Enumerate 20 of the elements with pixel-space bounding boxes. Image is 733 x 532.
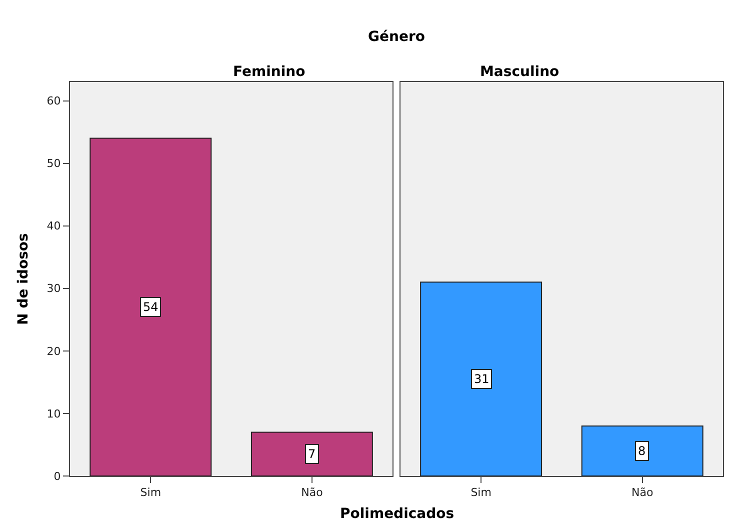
y-tick-label: 60 <box>46 94 61 108</box>
data-label: 31 <box>474 372 490 386</box>
y-tick-label: 30 <box>46 282 61 296</box>
x-tick-label: Não <box>632 486 654 500</box>
x-axis-title: Polimedicados <box>340 506 454 522</box>
y-tick-label: 40 <box>46 220 61 233</box>
data-label: 54 <box>143 300 158 314</box>
y-axis-title: N de idosos <box>15 233 32 325</box>
x-tick-label: Sim <box>470 486 492 500</box>
text: Género <box>368 29 426 45</box>
x-tick-label: Não <box>301 486 324 500</box>
x-tick-label: Sim <box>140 486 162 500</box>
chart-title: Feminino <box>233 64 306 80</box>
y-tick-label: 0 <box>54 470 61 483</box>
data-label: 7 <box>308 447 316 461</box>
chart-title: Masculino <box>480 64 560 80</box>
y-tick-label: 20 <box>46 344 61 358</box>
y-tick-label: 10 <box>46 407 61 420</box>
y-tick-label: 50 <box>46 157 61 170</box>
data-label: 8 <box>638 444 646 458</box>
